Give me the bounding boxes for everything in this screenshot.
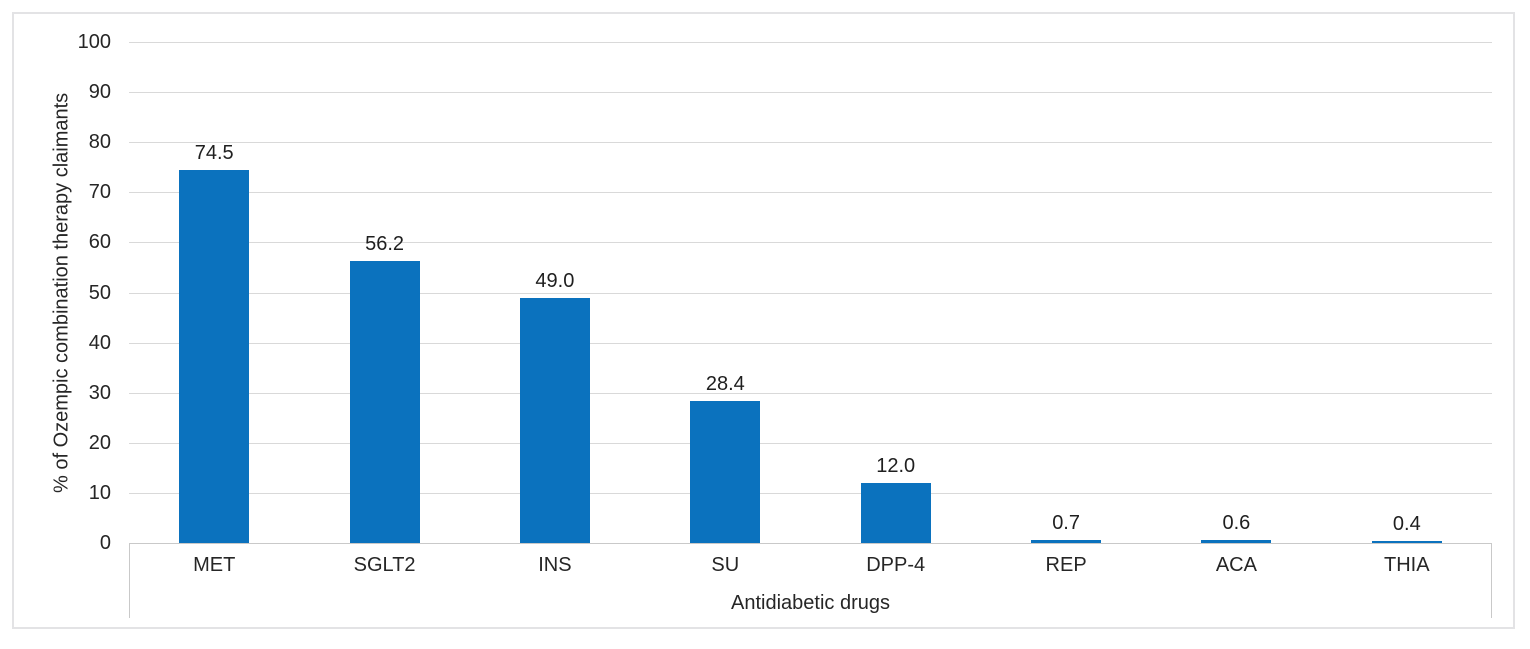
x-category-label-REP: REP [1045,554,1087,576]
bar-MET [179,169,250,543]
plot-area: 0 10 20 30 40 50 60 70 80 90 100 74.5 MET 56.2 SGLT2 49… [78,31,1492,618]
x-axis-title: Antidiabetic drugs [731,592,890,614]
y-tick-label-100: 100 [77,31,111,53]
y-tick-label-70: 70 [88,181,111,204]
gridline-10 [129,492,1492,494]
x-category-label-SGLT2: SGLT2 [353,554,416,576]
y-tick-label-30: 30 [88,381,111,404]
bar-INS [519,297,590,543]
x-category-label-THIA: THIA [1384,554,1430,576]
value-label-SGLT2: 56.2 [365,233,405,256]
value-label-THIA: 0.4 [1392,513,1421,535]
bar-SU [690,400,761,543]
bar-REP [1031,539,1102,543]
chart-outer-border [12,12,1515,629]
bar-SGLT2 [349,261,420,543]
bar-DPP-4 [860,482,931,543]
x-category-label-DPP-4: DPP-4 [866,554,926,576]
y-tick-label-90: 90 [88,81,111,104]
y-tick-label-0: 0 [99,532,111,554]
value-label-DPP-4: 12.0 [876,454,916,477]
y-tick-label-40: 40 [88,331,111,354]
y-tick-label-10: 10 [88,481,111,504]
bar-ACA [1201,540,1272,543]
gridline-30 [129,392,1492,394]
value-label-REP: 0.7 [1052,511,1080,534]
y-tick-label-60: 60 [88,231,111,254]
value-label-MET: 74.5 [194,141,234,164]
bar-THIA [1371,541,1442,543]
y-tick-label-80: 80 [88,131,111,154]
x-category-label-INS: INS [538,554,572,576]
y-tick-label-20: 20 [88,431,111,454]
value-label-INS: 49.0 [535,269,575,292]
y-tick-label-50: 50 [88,281,111,304]
gridline-80 [129,142,1492,144]
x-category-label-SU: SU [711,554,740,576]
gridline-100 [129,42,1492,43]
value-label-SU: 28.4 [705,372,745,395]
axis-band-line-right [1491,543,1492,618]
gridline-60 [129,242,1492,244]
gridline-20 [129,442,1492,444]
x-category-label-ACA: ACA [1215,554,1257,576]
value-label-ACA: 0.6 [1222,512,1251,534]
axis-band-line-left [129,543,130,618]
gridline-50 [129,292,1492,294]
gridline-90 [129,92,1492,94]
x-category-label-MET: MET [193,554,236,576]
gridline-40 [129,342,1492,344]
gridline-70 [129,192,1492,194]
